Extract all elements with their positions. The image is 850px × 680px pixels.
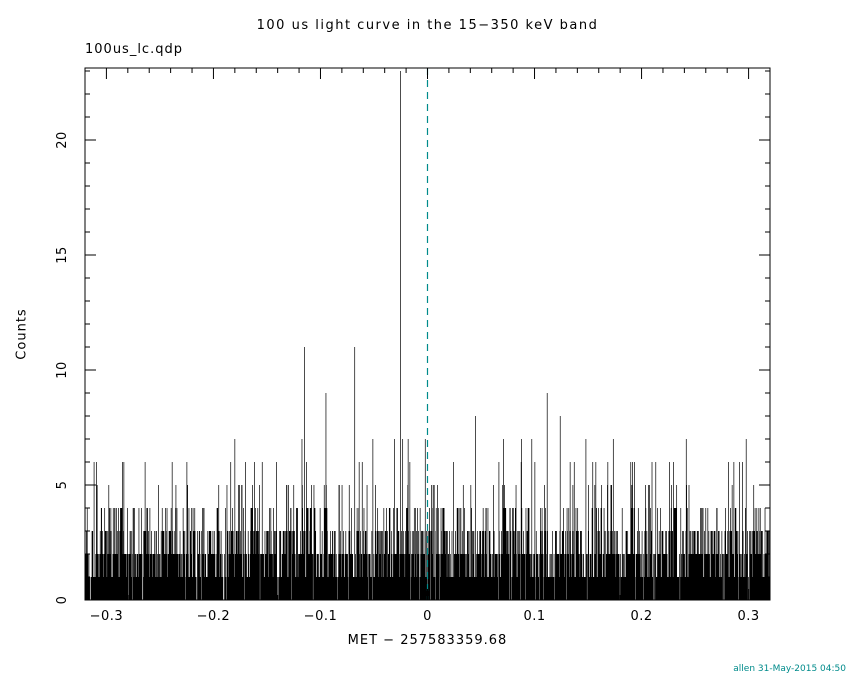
x-tick-label: −0.2 <box>197 609 231 624</box>
chart-title: 100 us light curve in the 15−350 keV ban… <box>256 18 599 33</box>
y-tick-label: 0 <box>55 596 70 605</box>
x-tick-label: −0.1 <box>304 609 338 624</box>
x-tick-label: 0.3 <box>738 609 760 624</box>
x-axis-label: MET − 257583359.68 <box>347 633 508 648</box>
y-tick-label: 20 <box>55 131 70 149</box>
y-tick-label: 10 <box>55 361 70 379</box>
file-label: 100us_lc.qdp <box>85 42 183 57</box>
x-tick-label: 0.2 <box>630 609 652 624</box>
credit-text: allen 31-May-2015 04:50 <box>733 664 846 674</box>
x-tick-label: 0 <box>423 609 432 624</box>
y-tick-label: 15 <box>55 246 70 264</box>
x-tick-label: −0.3 <box>90 609 124 624</box>
y-tick-label: 5 <box>55 481 70 490</box>
x-tick-label: 0.1 <box>523 609 545 624</box>
